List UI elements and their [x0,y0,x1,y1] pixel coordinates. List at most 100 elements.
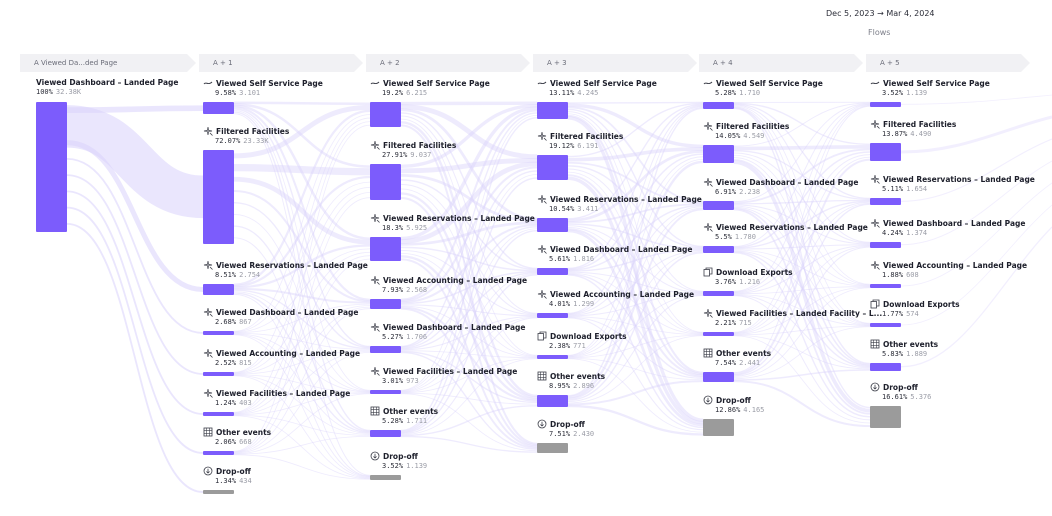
flow-node-bar[interactable] [703,291,734,296]
flow-node-label[interactable]: Viewed Self Service Page 3.52% 1.139 [870,78,990,97]
flow-node-bar[interactable] [870,363,901,371]
flow-node-label[interactable]: Viewed Self Service Page 13.11% 4.245 [537,78,657,97]
flow-node-label[interactable]: Other events 5.28% 1.711 [370,406,438,425]
dropoff-bar[interactable] [203,490,234,494]
flow-node-bar[interactable] [203,451,234,455]
flow-node-label[interactable]: Drop-off 16.61% 5.376 [870,382,931,401]
dropoff-bar[interactable] [370,475,401,480]
flow-node-bar[interactable] [870,242,901,248]
flow-node-count: 1.216 [739,278,761,286]
flow-node-bar[interactable] [203,331,234,335]
flow-node-label[interactable]: Filtered Facilities 13.87% 4.490 [870,119,956,138]
stage-tab-2[interactable]: A + 2 [366,54,530,72]
flow-node-label[interactable]: Download Exports 3.76% 1.216 [703,267,793,286]
flow-node-bar[interactable] [703,332,734,336]
flow-node-bar[interactable] [370,164,401,201]
flow-node-label[interactable]: Viewed Self Service Page 9.58% 3.101 [203,78,323,97]
flow-node-label[interactable]: Viewed Facilities – Landed Page 3.01% 973 [370,366,517,385]
flow-node-label[interactable]: Viewed Dashboard – Landed Page 100% 32.38K [36,78,178,96]
flow-node-label[interactable]: Viewed Dashboard – Landed Page 5.61% 1.816 [537,244,692,263]
flow-node-label[interactable]: Viewed Dashboard – Landed Page 5.27% 1.706 [370,322,525,341]
flow-node-label[interactable]: Viewed Facilities – Landed Facility – L.… [703,308,882,327]
flow-node-label[interactable]: Drop-off 3.52% 1.139 [370,451,427,470]
flow-node-bar[interactable] [203,102,234,115]
flow-node-label[interactable]: Other events 5.83% 1.889 [870,339,938,358]
flow-node-label[interactable]: Viewed Reservations – Landed Page 8.51% 2.… [203,260,368,279]
flow-node-bar[interactable] [870,284,901,288]
flow-node-bar[interactable] [703,246,734,254]
flow-node-label[interactable]: Filtered Facilities 27.91% 9.037 [370,140,456,159]
flow-node-bar[interactable] [870,102,901,107]
flow-node-bar[interactable] [203,372,234,376]
flow-node-label[interactable]: Download Exports 2.38% 771 [537,331,627,350]
flow-node-label[interactable]: Viewed Reservations – Landed Page 5.5% 1.7… [703,222,868,241]
stage-tab-5[interactable]: A + 5 [866,54,1030,72]
flow-node-label[interactable]: Filtered Facilities 19.12% 6.191 [537,131,623,150]
flows-view-label[interactable]: Flows [868,28,891,37]
flow-node-bar[interactable] [703,372,734,382]
flow-node-label[interactable]: Viewed Accounting – Landed Page 1.88% 608 [870,260,1027,279]
flow-node-bar[interactable] [370,346,401,353]
flow-node-bar[interactable] [537,155,568,180]
flow-node-bar[interactable] [703,201,734,210]
flow-link [567,229,704,427]
flow-node-label[interactable]: Viewed Dashboard – Landed Page 2.68% 867 [203,307,358,326]
flow-node-bar[interactable] [537,355,568,359]
flow-node-label[interactable]: Other events 8.95% 2.896 [537,371,605,390]
stage-tab-4[interactable]: A + 4 [699,54,863,72]
flow-node-bar[interactable] [870,198,901,205]
flow-link [233,258,371,453]
flow-node-bar[interactable] [537,313,568,319]
flow-node-label[interactable]: Viewed Facilities – Landed Page 1.24% 403 [203,388,350,407]
flow-node-bar[interactable] [537,102,568,120]
flow-node-label[interactable]: Viewed Accounting – Landed Page 7.93% 2.56… [370,275,527,294]
flow-link [567,404,704,436]
stage-tab-3[interactable]: A + 3 [533,54,697,72]
flow-node-label[interactable]: Other events 2.06% 668 [203,427,271,446]
flow-node-bar[interactable] [370,102,401,127]
flow-node-bar[interactable] [703,102,734,109]
flow-node-label[interactable]: Drop-off 12.86% 4.165 [703,395,764,414]
flow-node-bar[interactable] [203,150,234,244]
flow-node-label[interactable]: Viewed Accounting – Landed Page 4.01% 1.29… [537,289,694,308]
flow-node-label[interactable]: Viewed Reservations – Landed Page 10.54% 3… [537,194,702,213]
flow-node-bar[interactable] [370,390,401,394]
flow-node-label[interactable]: Viewed Dashboard – Landed Page 6.91% 2.238 [703,177,858,196]
flow-link [567,158,704,357]
flow-link [567,106,704,356]
stage-tab-1[interactable]: A + 1 [199,54,363,72]
flow-node-label[interactable]: Viewed Dashboard – Landed Page 4.24% 1.374 [870,218,1025,237]
flow-node-label[interactable]: Filtered Facilities 72.07% 23.33K [203,126,289,145]
flow-node-bar[interactable] [203,284,234,296]
flow-node-bar[interactable] [870,323,901,327]
date-range-button[interactable]: Dec 5, 2023 → Mar 4, 2024 [826,9,935,18]
flow-node-bar[interactable] [370,299,401,310]
flow-node-percent: 27.91% [382,151,408,159]
flow-node-label[interactable]: Drop-off 7.51% 2.430 [537,419,594,438]
flow-node-bar[interactable] [537,218,568,232]
flow-node-bar[interactable] [36,102,67,232]
flow-node-label[interactable]: Drop-off 1.34% 434 [203,466,252,485]
flow-node-bar[interactable] [537,395,568,407]
flow-node-label[interactable]: Viewed Reservations – Landed Page 5.11% 1.… [870,174,1035,193]
dropoff-bar[interactable] [870,406,901,428]
dropoff-bar[interactable] [703,419,734,436]
flow-node-label[interactable]: Viewed Accounting – Landed Page 2.52% 815 [203,348,360,367]
flow-link [400,106,538,241]
flow-node-bar[interactable] [703,145,734,164]
flow-node-bar[interactable] [203,412,234,416]
flow-node-label[interactable]: Download Exports 1.77% 574 [870,299,960,318]
flow-node-bar[interactable] [537,268,568,276]
flow-node-label[interactable]: Other events 7.54% 2.441 [703,348,771,367]
stage-tab-0[interactable]: A Viewed Da...ded Page [20,54,196,72]
dropoff-bar[interactable] [537,443,568,453]
flow-node-bar[interactable] [870,143,901,162]
flow-node-label[interactable]: Viewed Self Service Page 5.28% 1.710 [703,78,823,97]
flow-node-label[interactable]: Viewed Self Service Page 19.2% 6.215 [370,78,490,97]
flow-link [233,351,371,454]
flow-node-label[interactable]: Filtered Facilities 14.05% 4.549 [703,121,789,140]
flow-node-label[interactable]: Viewed Reservations – Landed Page 18.3% 5.… [370,213,535,232]
flow-node-bar[interactable] [370,430,401,437]
flow-link [733,201,871,294]
flow-node-bar[interactable] [370,237,401,261]
